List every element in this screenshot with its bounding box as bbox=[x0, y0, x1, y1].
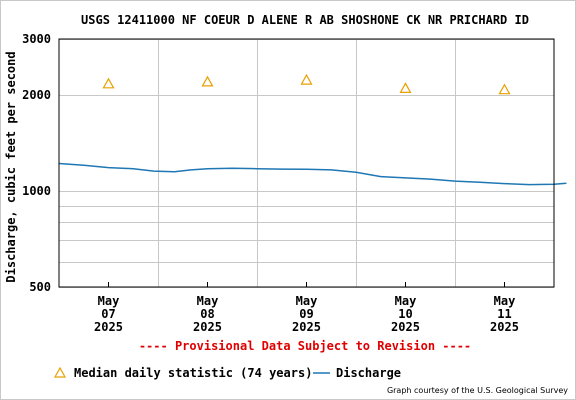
y-tick-label: 500 bbox=[29, 280, 51, 294]
median-daily-point bbox=[498, 83, 511, 95]
x-tick-label: 2025 bbox=[391, 320, 420, 334]
y-axis-ticks: 500 1000 2000 3000 bbox=[22, 32, 51, 294]
legend-discharge-label: Discharge bbox=[336, 366, 401, 380]
chart-title: USGS 12411000 NF COEUR D ALENE R AB SHOS… bbox=[81, 13, 529, 27]
y-tick-label: 2000 bbox=[22, 88, 51, 102]
x-tick-label: 07 bbox=[101, 307, 115, 321]
x-tick-label: 2025 bbox=[94, 320, 123, 334]
usgs-credit: Graph courtesy of the U.S. Geological Su… bbox=[387, 386, 568, 395]
legend-median-triangle-icon bbox=[53, 366, 67, 378]
x-tick-label: 2025 bbox=[292, 320, 321, 334]
x-tick-label: 08 bbox=[200, 307, 214, 321]
discharge-line bbox=[58, 162, 567, 186]
y-axis-label: Discharge, cubic feet per second bbox=[4, 51, 18, 282]
x-axis-ticks: May072025May082025May092025May102025May1… bbox=[94, 282, 519, 334]
x-tick-label: 11 bbox=[497, 307, 511, 321]
x-tick-label: May bbox=[494, 294, 516, 308]
x-tick-label: 09 bbox=[299, 307, 313, 321]
x-tick-label: 2025 bbox=[193, 320, 222, 334]
data-series bbox=[58, 73, 567, 186]
y-tick-label: 3000 bbox=[22, 32, 51, 46]
x-tick-label: 2025 bbox=[490, 320, 519, 334]
median-daily-point bbox=[300, 73, 313, 85]
x-tick-label: 10 bbox=[398, 307, 412, 321]
legend-median-label: Median daily statistic (74 years) bbox=[74, 366, 312, 380]
x-tick-label: May bbox=[197, 294, 219, 308]
legend: Median daily statistic (74 years) Discha… bbox=[53, 366, 401, 380]
median-daily-point bbox=[399, 82, 412, 93]
provisional-data-note: ---- Provisional Data Subject to Revisio… bbox=[139, 339, 471, 353]
median-daily-point bbox=[102, 77, 115, 89]
x-tick-label: May bbox=[296, 294, 318, 308]
median-daily-point bbox=[201, 75, 214, 87]
x-tick-label: May bbox=[98, 294, 120, 308]
x-tick-label: May bbox=[395, 294, 417, 308]
y-tick-label: 1000 bbox=[22, 184, 51, 198]
